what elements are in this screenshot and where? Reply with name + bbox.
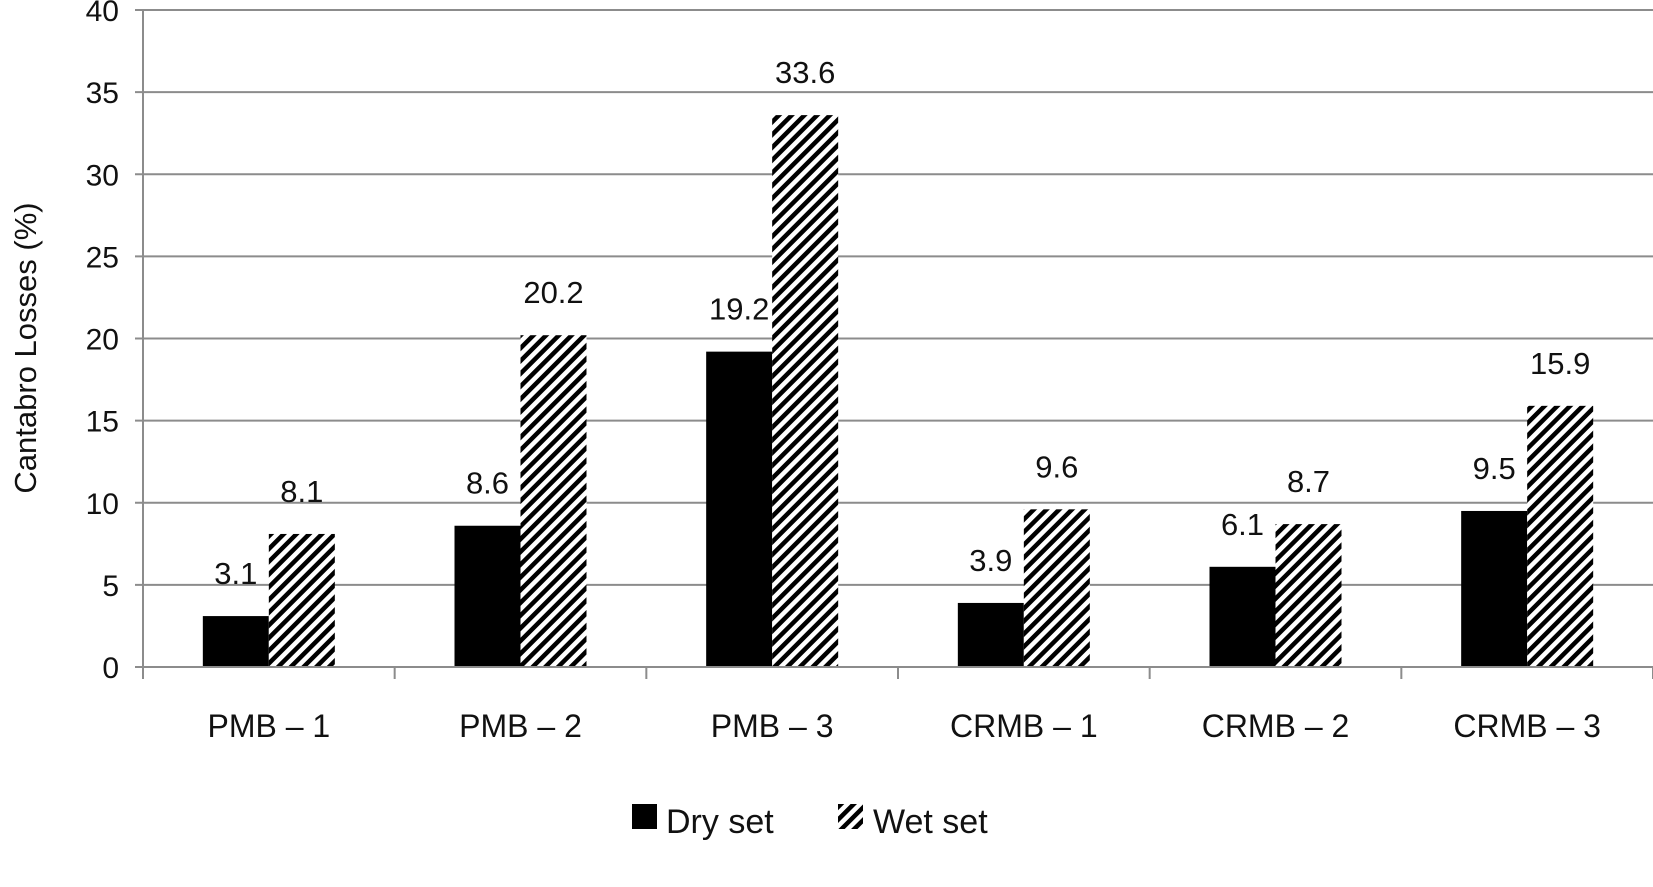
- data-label-wet-3: 9.6: [1035, 449, 1078, 484]
- axes: [135, 9, 1653, 679]
- bar-dry-0: [202, 616, 269, 667]
- data-label-wet-0: 8.1: [280, 474, 323, 509]
- legend: Dry set Wet set: [632, 803, 988, 841]
- x-tick-label-0: PMB – 1: [207, 708, 330, 744]
- x-tick-label-5: CRMB – 3: [1453, 708, 1601, 744]
- bar-wet-5: [1527, 405, 1594, 667]
- bars: [202, 115, 1594, 668]
- data-label-dry-0: 3.1: [214, 556, 257, 591]
- legend-swatch-dry: [632, 804, 657, 829]
- data-label-dry-5: 9.5: [1473, 451, 1516, 486]
- y-tick-label-15: 15: [86, 406, 119, 439]
- y-tick-label-40: 40: [86, 0, 119, 28]
- y-tick-label-35: 35: [86, 77, 119, 110]
- legend-swatch-wet: [838, 804, 863, 829]
- x-tick-label-4: CRMB – 2: [1202, 708, 1350, 744]
- bar-dry-2: [706, 351, 773, 667]
- y-tick-label-30: 30: [86, 159, 119, 192]
- data-label-dry-4: 6.1: [1221, 507, 1264, 542]
- y-tick-label-0: 0: [102, 652, 119, 685]
- y-tick-label-20: 20: [86, 324, 119, 357]
- gridlines: [143, 9, 1653, 586]
- labels: 0 5 10 15 20 25 30 35 40 PMB – 1 3.1 8.1 PMB – 2 8.6 2…: [86, 0, 1601, 744]
- data-label-wet-4: 8.7: [1287, 464, 1330, 499]
- bar-dry-5: [1461, 510, 1528, 667]
- y-tick-label-5: 5: [102, 570, 119, 603]
- legend-label-wet: Wet set: [873, 803, 988, 841]
- bar-wet-3: [1023, 509, 1090, 667]
- bar-wet-4: [1275, 524, 1342, 667]
- x-tick-label-2: PMB – 3: [711, 708, 834, 744]
- legend-label-dry: Dry set: [666, 803, 774, 841]
- x-tick-label-3: CRMB – 1: [950, 708, 1098, 744]
- bar-wet-0: [268, 533, 335, 667]
- data-label-wet-5: 15.9: [1530, 346, 1590, 381]
- bar-dry-3: [957, 602, 1024, 667]
- data-label-wet-1: 20.2: [523, 275, 583, 310]
- data-label-dry-1: 8.6: [466, 466, 509, 501]
- bar-dry-4: [1209, 566, 1276, 667]
- x-tick-label-1: PMB – 2: [459, 708, 582, 744]
- bar-dry-1: [454, 525, 521, 667]
- data-label-wet-2: 33.6: [775, 55, 835, 90]
- data-label-dry-3: 3.9: [969, 543, 1012, 578]
- y-tick-label-25: 25: [86, 241, 119, 274]
- data-label-dry-2: 19.2: [709, 292, 769, 327]
- y-axis-title: Cantabro Losses (%): [8, 202, 43, 493]
- bar-wet-1: [520, 335, 587, 667]
- bar-wet-2: [772, 115, 839, 668]
- y-tick-label-10: 10: [86, 488, 119, 521]
